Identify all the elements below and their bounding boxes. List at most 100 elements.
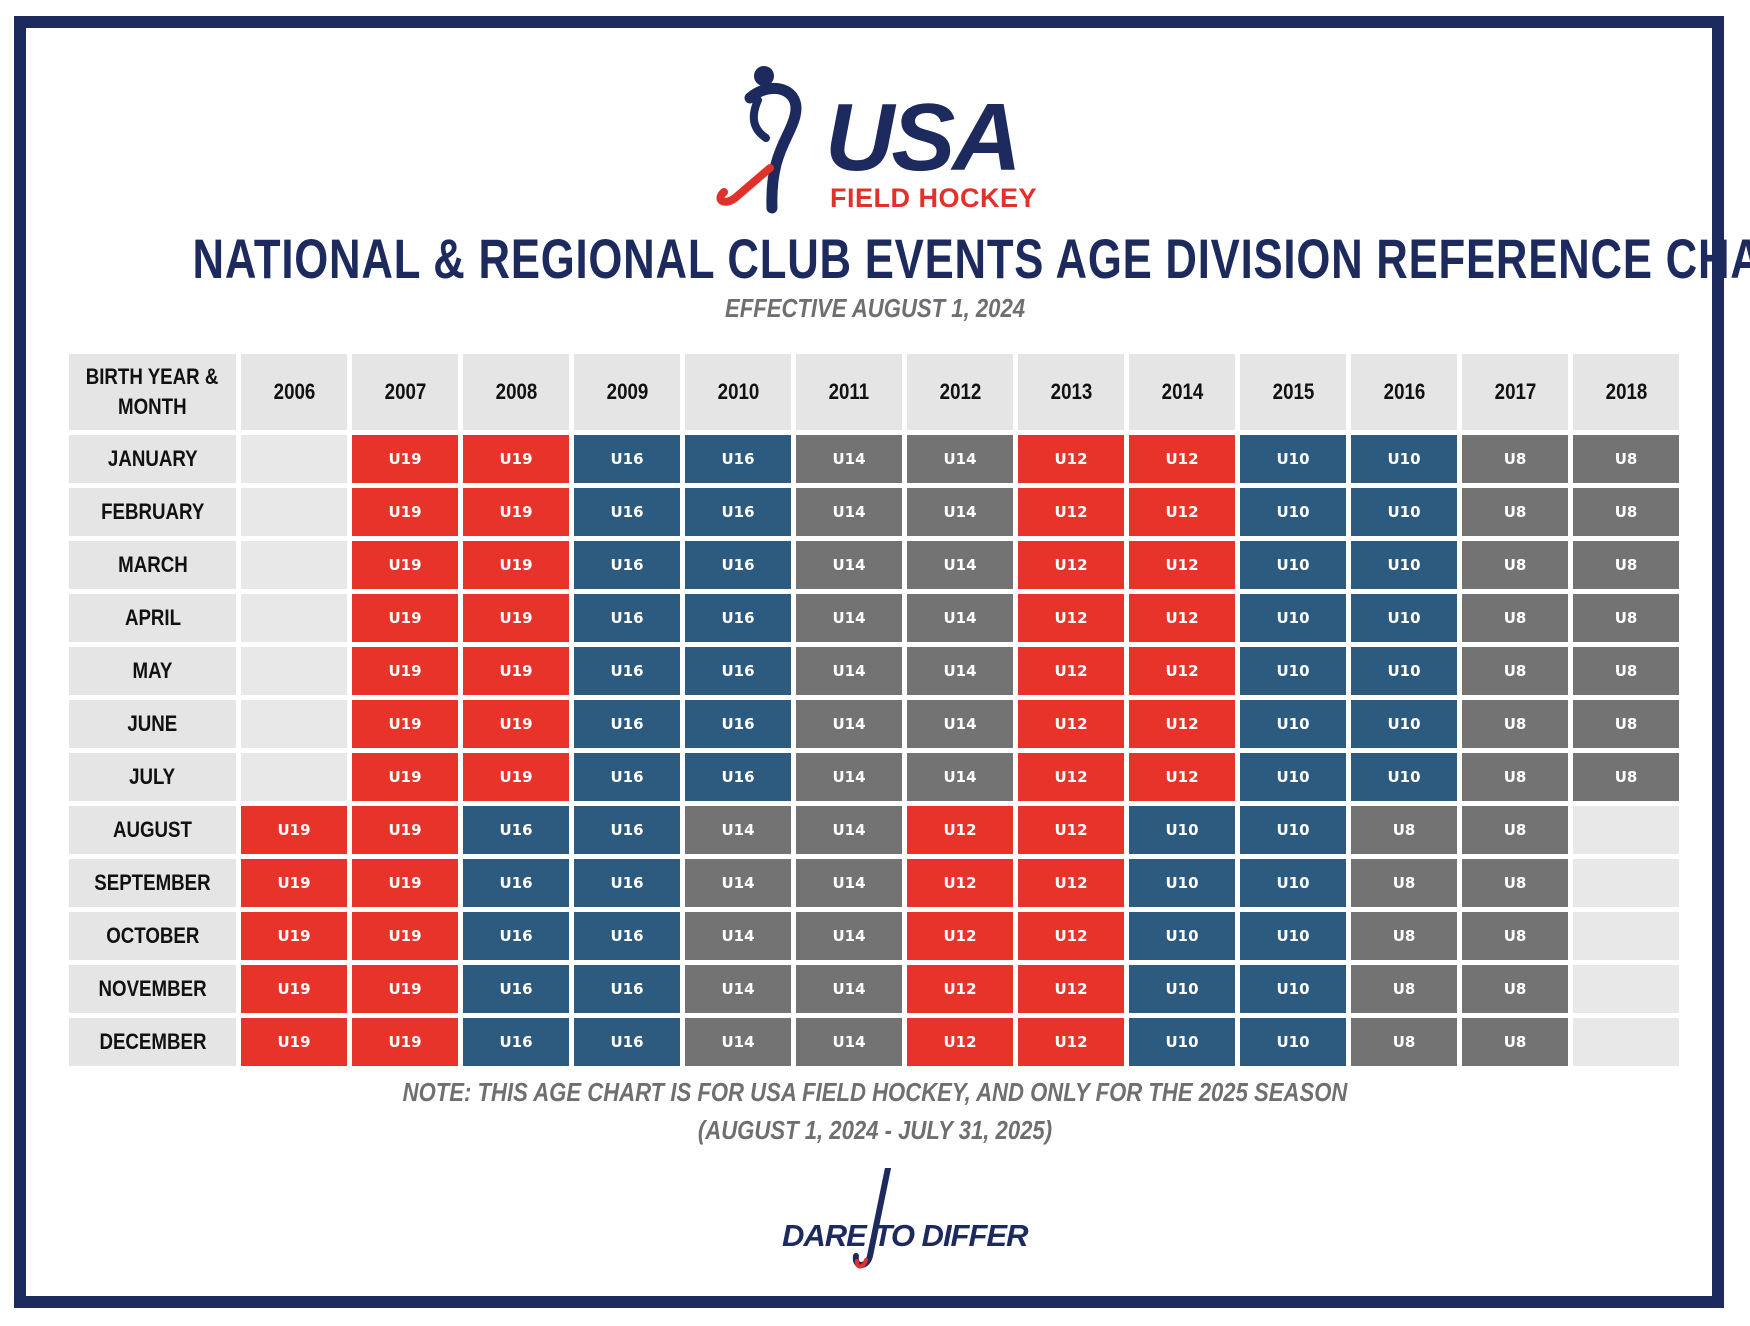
division-cell: U8: [1351, 806, 1457, 854]
division-cell: U8: [1462, 753, 1568, 801]
division-cell: U12: [1018, 541, 1124, 589]
division-cell: U10: [1351, 435, 1457, 483]
division-cell: U8: [1573, 700, 1679, 748]
month-label-text: MAY: [132, 658, 173, 683]
division-cell: U16: [685, 753, 791, 801]
division-cell: U14: [907, 753, 1013, 801]
division-cell: U14: [907, 435, 1013, 483]
division-cell: U8: [1462, 594, 1568, 642]
table-header-row: BIRTH YEAR & MONTH 2006 2007 2008 2009 2010 2…: [69, 354, 1679, 430]
division-cell: U16: [574, 647, 680, 695]
division-cell: U16: [574, 965, 680, 1013]
age-division-table: BIRTH YEAR & MONTH 2006 2007 2008 2009 2010 2…: [64, 349, 1684, 1071]
division-cell: U19: [352, 912, 458, 960]
division-cell: U10: [1351, 594, 1457, 642]
year-header: 2014: [1129, 354, 1235, 430]
division-cell: U19: [463, 541, 569, 589]
empty-cell: [241, 435, 347, 483]
division-cell: U12: [1018, 700, 1124, 748]
division-cell: U19: [463, 435, 569, 483]
division-cell: U19: [241, 806, 347, 854]
division-cell: U10: [1129, 965, 1235, 1013]
division-cell: U10: [1240, 912, 1346, 960]
division-cell: U14: [796, 753, 902, 801]
empty-cell: [1573, 806, 1679, 854]
division-cell: U19: [241, 965, 347, 1013]
division-cell: U8: [1351, 912, 1457, 960]
division-cell: U16: [574, 488, 680, 536]
division-cell: U16: [685, 700, 791, 748]
division-cell: U10: [1129, 1018, 1235, 1066]
division-cell: U8: [1573, 488, 1679, 536]
division-cell: U8: [1573, 753, 1679, 801]
division-cell: U10: [1129, 806, 1235, 854]
division-cell: U12: [1129, 700, 1235, 748]
empty-cell: [241, 488, 347, 536]
division-cell: U8: [1462, 859, 1568, 907]
division-cell: U8: [1462, 700, 1568, 748]
month-label: JUNE: [69, 700, 236, 748]
table-row: JULY U19 U19 U16 U16 U14 U14 U12 U12 U10 U10 U8 U8: [69, 753, 1679, 801]
division-cell: U16: [463, 859, 569, 907]
dare-to-differ-text: DARE TO DIFFER: [782, 1218, 1028, 1253]
table-row: SEPTEMBER U19 U19 U16 U16 U14 U14 U12 U12 U10 U10 U…: [69, 859, 1679, 907]
division-cell: U19: [463, 488, 569, 536]
corner-header-line1: BIRTH YEAR &: [86, 364, 219, 389]
division-cell: U16: [574, 912, 680, 960]
division-cell: U16: [463, 912, 569, 960]
division-cell: U8: [1573, 647, 1679, 695]
division-cell: U19: [352, 806, 458, 854]
division-cell: U12: [1018, 806, 1124, 854]
division-cell: U14: [685, 912, 791, 960]
division-cell: U19: [241, 859, 347, 907]
division-cell: U10: [1240, 541, 1346, 589]
table-row: JUNE U19 U19 U16 U16 U14 U14 U12 U12 U10 U10 U8 U8: [69, 700, 1679, 748]
division-cell: U8: [1462, 541, 1568, 589]
division-cell: U16: [685, 647, 791, 695]
division-cell: U14: [907, 541, 1013, 589]
empty-cell: [1573, 859, 1679, 907]
year-header: 2008: [463, 354, 569, 430]
division-cell: U19: [352, 700, 458, 748]
month-label-text: MARCH: [117, 552, 188, 577]
year-header: 2016: [1351, 354, 1457, 430]
table-body: JANUARY U19 U19 U16 U16 U14 U14 U12 U12 U10 U10 U8 U…: [69, 435, 1679, 1066]
year-header-label: 2017: [1494, 379, 1536, 404]
division-cell: U10: [1129, 912, 1235, 960]
empty-cell: [1573, 965, 1679, 1013]
empty-cell: [241, 700, 347, 748]
year-header-label: 2006: [273, 379, 315, 404]
division-cell: U12: [1018, 965, 1124, 1013]
year-header: 2017: [1462, 354, 1568, 430]
year-header-label: 2010: [717, 379, 759, 404]
division-cell: U8: [1462, 965, 1568, 1013]
division-cell: U19: [463, 594, 569, 642]
division-cell: U19: [352, 594, 458, 642]
empty-cell: [241, 594, 347, 642]
division-cell: U19: [352, 488, 458, 536]
division-cell: U19: [352, 647, 458, 695]
table-row: NOVEMBER U19 U19 U16 U16 U14 U14 U12 U12 U10 U10 U8…: [69, 965, 1679, 1013]
division-cell: U8: [1462, 1018, 1568, 1066]
division-cell: U8: [1351, 859, 1457, 907]
division-cell: U12: [1018, 1018, 1124, 1066]
month-label: DECEMBER: [69, 1018, 236, 1066]
division-cell: U16: [685, 488, 791, 536]
division-cell: U19: [352, 859, 458, 907]
month-label: APRIL: [69, 594, 236, 642]
division-cell: U19: [352, 541, 458, 589]
division-cell: U8: [1573, 435, 1679, 483]
table-row: APRIL U19 U19 U16 U16 U14 U14 U12 U12 U10 U10 U8 U8: [69, 594, 1679, 642]
division-cell: U16: [685, 594, 791, 642]
division-cell: U14: [796, 912, 902, 960]
division-cell: U16: [574, 753, 680, 801]
month-label: AUGUST: [69, 806, 236, 854]
division-cell: U14: [685, 965, 791, 1013]
empty-cell: [241, 541, 347, 589]
month-label-text: FEBRUARY: [100, 499, 205, 524]
division-cell: U10: [1351, 541, 1457, 589]
month-label-text: JULY: [129, 764, 176, 789]
year-header: 2009: [574, 354, 680, 430]
empty-cell: [241, 753, 347, 801]
logo-field-hockey-text: FIELD HOCKEY: [830, 183, 1038, 213]
